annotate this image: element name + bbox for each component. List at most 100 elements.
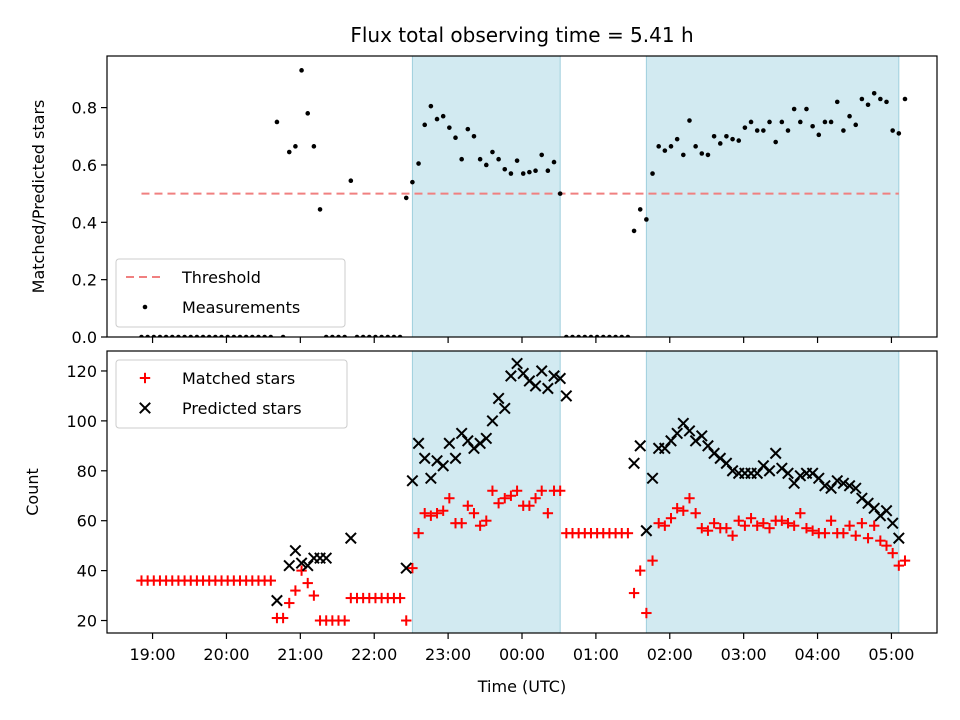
top-series-1-point xyxy=(545,168,551,173)
bottom-legend-label: Predicted stars xyxy=(182,399,302,418)
top-series-1-point xyxy=(896,131,902,136)
bottom-series-0-point xyxy=(721,522,732,534)
bottom-legend-box xyxy=(115,359,348,429)
bottom-legend-swatch xyxy=(139,372,151,384)
bottom-series-0-point xyxy=(635,565,646,576)
bottom-series-1-point xyxy=(480,432,493,445)
bottom-series-0-point xyxy=(745,513,757,524)
top-series-1-point xyxy=(724,133,729,139)
bottom-series-0-point xyxy=(708,517,720,529)
bottom-series-0-point xyxy=(505,490,517,501)
bottom-y-axis-label: Count xyxy=(23,468,42,516)
bottom-series-0-point xyxy=(493,498,504,509)
bottom-legend-label: Matched stars xyxy=(182,369,295,388)
bottom-series-0-point xyxy=(653,517,664,529)
bottom-series-0-point xyxy=(684,493,695,504)
top-y-tick-label: 0.2 xyxy=(72,271,97,290)
top-series-1-point xyxy=(693,144,698,149)
bottom-series-0-point xyxy=(425,510,437,521)
bottom-series-1-point xyxy=(424,472,437,485)
bottom-series-0-point xyxy=(456,517,467,529)
bottom-series-1-point xyxy=(671,427,684,440)
top-panel-ratio: Flux total observing time = 5.41 h Match… xyxy=(29,23,938,347)
bottom-series-1-point xyxy=(271,594,283,607)
top-series-1-point xyxy=(348,178,354,184)
top-series-1-point xyxy=(483,162,489,168)
top-series-1-point xyxy=(434,116,440,122)
bottom-series-1-point xyxy=(418,452,431,465)
bottom-series-1-point xyxy=(541,382,554,395)
top-legend-box xyxy=(115,258,346,328)
bottom-series-1-point xyxy=(289,544,302,557)
top-series-1-point xyxy=(662,148,668,153)
top-series-1-point xyxy=(871,90,877,96)
top-series-1-point xyxy=(717,141,723,146)
bottom-legend-swatch xyxy=(139,402,151,414)
top-series-1-point xyxy=(853,122,859,128)
bottom-series-1-point xyxy=(695,429,708,442)
top-series-1-point xyxy=(767,119,772,125)
top-y-tick-label: 0.0 xyxy=(72,328,97,347)
bottom-series-0-point xyxy=(302,577,313,589)
top-series-1-point xyxy=(779,119,785,125)
top-series-1-point xyxy=(810,123,815,129)
top-series-1-point xyxy=(834,99,840,105)
x-tick-label: 00:00 xyxy=(499,645,545,664)
bottom-series-0-point xyxy=(277,612,289,624)
top-legend-label: Threshold xyxy=(181,268,261,287)
bottom-series-0-point xyxy=(862,532,874,544)
bottom-y-tick-label: 100 xyxy=(66,412,97,431)
bottom-series-0-point xyxy=(487,485,498,496)
top-series-1-point xyxy=(668,144,674,149)
bottom-series-0-point xyxy=(788,520,800,531)
bottom-series-1-point xyxy=(498,402,511,415)
top-series-1-point xyxy=(878,96,883,102)
bottom-observing-interval-1 xyxy=(645,350,900,634)
bottom-series-0-point xyxy=(807,525,818,536)
bottom-series-0-point xyxy=(394,592,406,604)
bottom-y-tick-label: 80 xyxy=(77,462,97,481)
top-series-1-point xyxy=(902,96,908,102)
bottom-series-0-point xyxy=(413,527,424,539)
bottom-series-0-point xyxy=(758,517,769,529)
top-series-1-point xyxy=(416,161,421,166)
top-series-1-point xyxy=(422,122,428,128)
top-series-1-point xyxy=(699,151,705,156)
top-series-1-point xyxy=(447,125,452,130)
bottom-series-0-point xyxy=(499,493,510,504)
top-series-1-point xyxy=(471,133,477,139)
chart-title: Flux total observing time = 5.41 h xyxy=(350,23,693,47)
top-observing-interval-0 xyxy=(411,55,561,338)
bottom-series-0-point xyxy=(290,585,301,596)
top-series-1-point xyxy=(293,144,298,149)
top-series-1-point xyxy=(798,119,803,125)
top-legend-swatch xyxy=(142,304,148,310)
top-series-1-point xyxy=(650,171,655,176)
bottom-series-0-point xyxy=(468,508,480,519)
bottom-series-1-point xyxy=(400,562,413,575)
bottom-series-0-point xyxy=(702,525,714,536)
bottom-series-0-point xyxy=(856,517,868,529)
bottom-series-1-point xyxy=(437,459,450,472)
top-series-1-point xyxy=(761,128,766,133)
bottom-series-0-point xyxy=(284,597,295,609)
top-series-1-point xyxy=(890,128,895,133)
bottom-series-0-point xyxy=(671,503,683,514)
bottom-observing-interval-0 xyxy=(411,350,561,634)
bottom-series-0-point xyxy=(690,508,701,519)
bottom-series-1-point xyxy=(640,524,653,537)
bottom-series-0-point xyxy=(850,530,861,541)
top-y-tick-label: 0.4 xyxy=(72,213,97,232)
bottom-series-1-point xyxy=(634,439,647,452)
x-tick-label: 22:00 xyxy=(351,645,397,664)
bottom-series-1-point xyxy=(283,559,296,572)
bottom-series-0-point xyxy=(419,508,430,519)
bottom-series-1-point xyxy=(763,464,776,477)
top-series-1-point xyxy=(681,152,686,158)
top-series-1-point xyxy=(736,138,742,143)
bottom-series-1-point xyxy=(886,517,899,530)
top-series-1-point xyxy=(305,111,311,116)
top-series-1-point xyxy=(637,207,643,212)
top-y-tick-label: 0.6 xyxy=(72,156,97,175)
bottom-series-1-point xyxy=(535,365,548,377)
